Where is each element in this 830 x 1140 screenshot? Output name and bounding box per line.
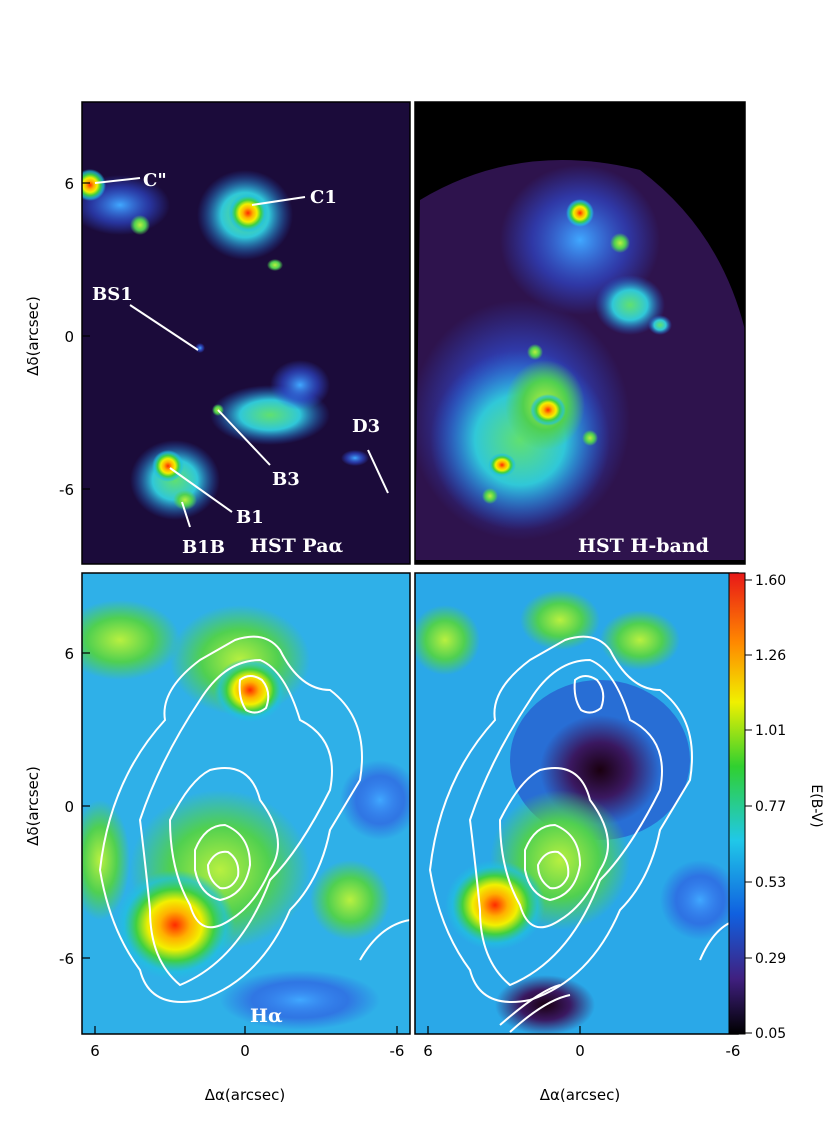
x-tick-right-0: 0: [575, 1042, 585, 1060]
colorbar-tick-5: 0.53: [755, 875, 786, 891]
panel-label-paalpha: HST Paα: [250, 535, 344, 557]
colorbar-tick-6: 0.29: [755, 951, 786, 967]
colorbar-tick-2: 1.26: [755, 648, 786, 664]
colorbar-tick-3: 1.01: [755, 723, 786, 739]
colorbar-tick-4: 0.77: [755, 799, 786, 815]
annotation-d3: D3: [352, 416, 380, 437]
colorbar-label: E(B-V): [808, 784, 824, 827]
x-tick-labels: 6 0 -6 6 0 -6: [90, 1042, 740, 1060]
x-axis-label-right: Δα(arcsec): [540, 1086, 620, 1104]
panel-label-hband: HST H-band: [578, 535, 709, 557]
annotation-c1: C1: [310, 187, 337, 208]
panel-label-halpha: Hα: [250, 1005, 283, 1027]
y-tick-top-neg6: -6: [59, 481, 74, 499]
panel-hband: [410, 102, 745, 564]
y-tick-labels-bottom: 6 0 -6: [59, 645, 74, 968]
x-tick-left-6: 6: [90, 1042, 100, 1060]
annotation-b1: B1: [236, 507, 264, 528]
x-tick-right-neg6: -6: [726, 1042, 741, 1060]
y-tick-bottom-0: 0: [64, 798, 74, 816]
y-tick-top-6: 6: [64, 175, 74, 193]
y-tick-labels-top: 6 0 -6: [59, 175, 74, 499]
y-tick-bottom-neg6: -6: [59, 950, 74, 968]
annotation-b3: B3: [272, 469, 300, 490]
colorbar-tick-7: 0.05: [755, 1026, 786, 1042]
x-tick-left-0: 0: [240, 1042, 250, 1060]
panel-extinction: [410, 573, 740, 1035]
colorbar: 1.60 1.26 1.01 0.77 0.53 0.29 0.05 E(B-V…: [729, 573, 824, 1042]
colorbar-tick-1: 1.60: [755, 573, 786, 589]
y-tick-bottom-6: 6: [64, 645, 74, 663]
panel-paalpha: [70, 102, 410, 564]
x-axis-label-left: Δα(arcsec): [205, 1086, 285, 1104]
x-tick-left-neg6: -6: [390, 1042, 405, 1060]
annotation-bs1: BS1: [92, 284, 133, 305]
annotation-c-double-prime: C": [143, 170, 167, 191]
y-axis-label-top: Δδ(arcsec): [24, 296, 42, 376]
y-tick-top-0: 0: [64, 328, 74, 346]
x-tick-right-6: 6: [423, 1042, 433, 1060]
colorbar-ticks: [745, 580, 752, 1033]
y-axis-label-bottom: Δδ(arcsec): [24, 766, 42, 846]
annotation-b1b: B1B: [182, 537, 225, 558]
